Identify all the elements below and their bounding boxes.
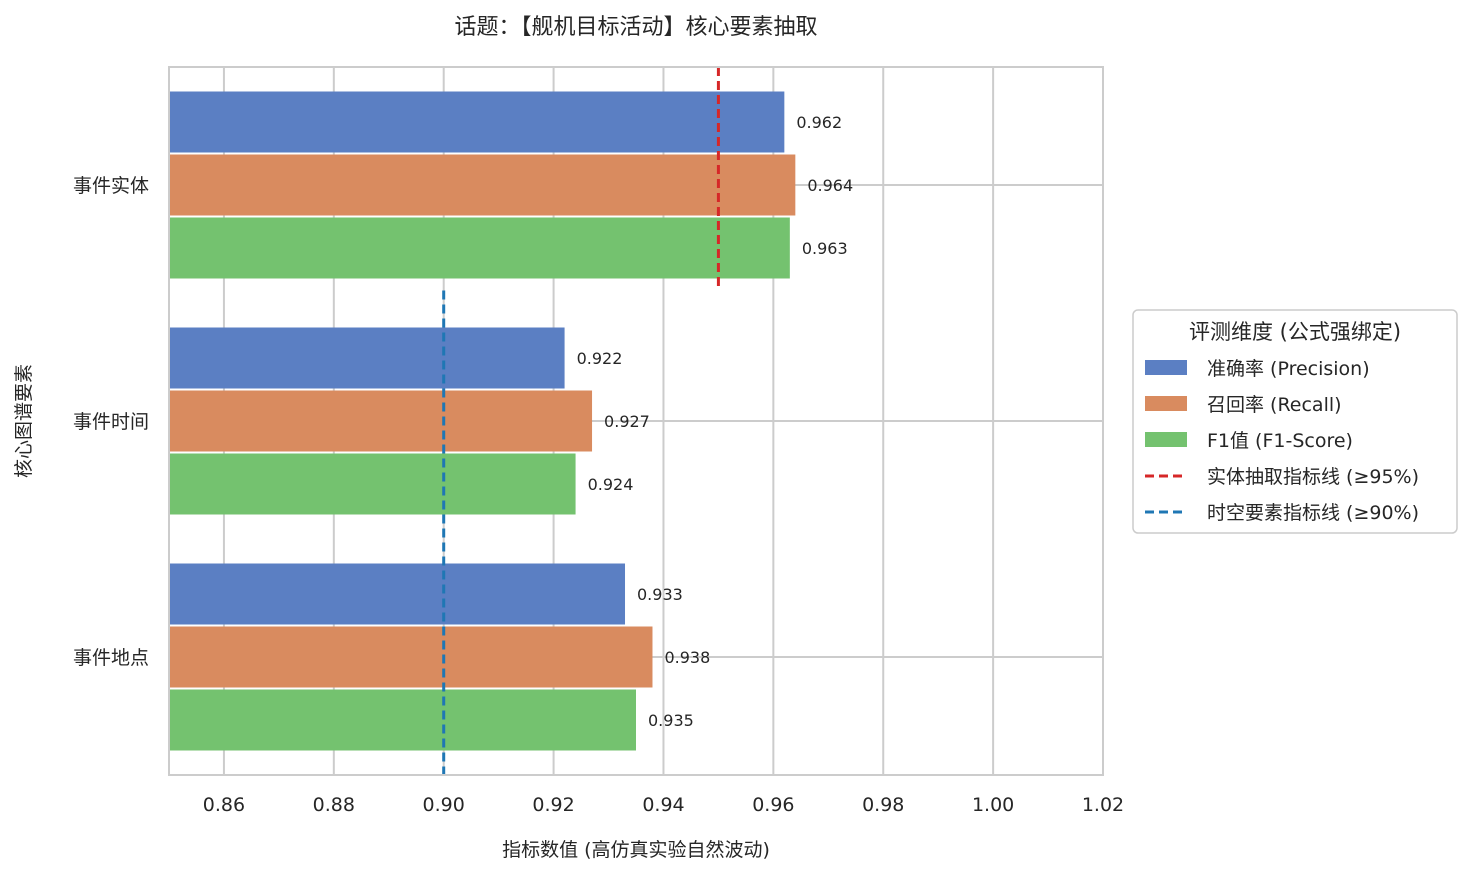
plot-frame	[168, 66, 1104, 776]
x-axis-label: 指标数值 (高仿真实验自然波动)	[502, 839, 770, 861]
x-tick-label: 0.92	[532, 794, 574, 816]
bar	[169, 626, 653, 688]
x-tick-label: 0.90	[423, 794, 465, 816]
data-label: 0.938	[664, 648, 710, 667]
legend-title: 评测维度 (公式强绑定)	[1189, 320, 1401, 344]
bar	[169, 689, 636, 751]
bar	[169, 217, 790, 279]
bar	[169, 453, 576, 515]
data-label: 0.922	[577, 349, 623, 368]
x-tick-label: 1.00	[972, 794, 1014, 816]
bar	[169, 154, 796, 216]
legend-swatch	[1145, 432, 1187, 447]
x-tick-label: 0.96	[752, 794, 794, 816]
legend-box	[1132, 309, 1458, 534]
x-tick-label: 0.98	[862, 794, 904, 816]
category-label: 事件地点	[73, 647, 149, 669]
category-label: 事件时间	[73, 411, 149, 433]
x-axis-ticks: 0.86 0.88 0.90 0.92 0.94 0.96 0.98 1.00 1.02	[203, 794, 1124, 816]
legend-swatch	[1145, 360, 1187, 375]
category-label: 事件实体	[73, 175, 149, 197]
x-tick-label: 1.02	[1082, 794, 1124, 816]
legend-label: F1值 (F1-Score)	[1207, 430, 1353, 452]
data-label: 0.963	[802, 239, 848, 258]
legend-label: 召回率 (Recall)	[1207, 394, 1342, 416]
chart-title: 话题：【舰机目标活动】核心要素抽取	[454, 15, 817, 40]
legend-items: 准确率 (Precision) 召回率 (Recall) F1值 (F1-Score…	[1145, 358, 1419, 524]
bar	[169, 563, 626, 625]
legend: 评测维度 (公式强绑定) 准确率 (Precision) 召回率 (Recall)…	[1132, 309, 1458, 534]
legend-label: 时空要素指标线 (≥90%)	[1207, 502, 1419, 524]
data-label: 0.964	[807, 176, 853, 195]
data-label: 0.924	[588, 475, 634, 494]
bar	[169, 390, 593, 452]
data-label: 0.935	[648, 711, 694, 730]
data-label: 0.933	[637, 585, 683, 604]
bar	[169, 91, 785, 153]
bars: 0.962 0.964 0.963 0.922 0.927 0.924 0.933 0.938…	[169, 91, 853, 751]
x-tick-label: 0.88	[313, 794, 355, 816]
bar	[169, 327, 565, 389]
x-tick-label: 0.94	[642, 794, 684, 816]
reference-lines	[442, 67, 720, 775]
legend-label: 准确率 (Precision)	[1207, 358, 1370, 380]
y-axis-label: 核心图谱要素	[13, 364, 35, 478]
data-label: 0.962	[796, 113, 842, 132]
legend-label: 实体抽取指标线 (≥95%)	[1207, 466, 1419, 488]
legend-swatch	[1145, 396, 1187, 411]
data-label: 0.927	[604, 412, 650, 431]
x-tick-label: 0.86	[203, 794, 245, 816]
